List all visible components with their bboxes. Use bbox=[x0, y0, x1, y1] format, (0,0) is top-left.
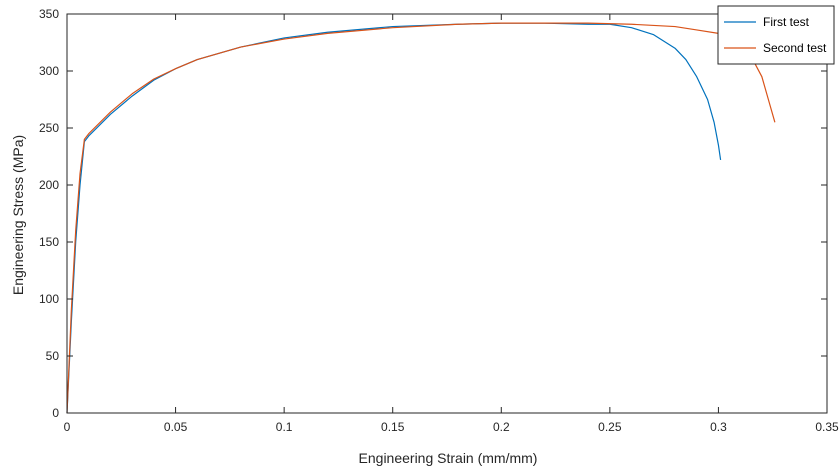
series-line-1 bbox=[66, 22, 722, 414]
x-tick-label: 0.25 bbox=[598, 420, 622, 434]
legend-box bbox=[717, 5, 835, 65]
x-tick-label: 0.35 bbox=[815, 420, 839, 434]
y-tick-label: 250 bbox=[39, 121, 59, 135]
x-tick-label: 0.05 bbox=[164, 420, 188, 434]
legend: First test Second test bbox=[717, 5, 835, 65]
y-tick-label: 50 bbox=[46, 349, 60, 363]
y-tick-label: 200 bbox=[39, 178, 59, 192]
x-tick-label: 0.2 bbox=[493, 420, 510, 434]
plot-background bbox=[67, 14, 827, 413]
y-tick-label: 0 bbox=[52, 406, 59, 420]
x-tick-label: 0 bbox=[64, 420, 71, 434]
y-tick-label: 150 bbox=[39, 235, 59, 249]
plot-area bbox=[67, 14, 827, 413]
axes: 0 0.05 0.1 0.15 0.2 0.25 0.3 0.35 0 50 100 150 200 25… bbox=[39, 7, 839, 434]
y-tick-label: 350 bbox=[39, 7, 59, 21]
legend-label: Second test bbox=[763, 41, 827, 55]
x-tick-label: 0.15 bbox=[381, 420, 405, 434]
x-axis-label: Engineering Strain (mm/mm) bbox=[359, 450, 538, 466]
legend-label: First test bbox=[763, 15, 810, 29]
y-tick-label: 100 bbox=[39, 292, 59, 306]
y-axis-label: Engineering Stress (MPa) bbox=[10, 135, 26, 295]
x-tick-label: 0.3 bbox=[710, 420, 727, 434]
x-tick-label: 0.1 bbox=[276, 420, 293, 434]
axes-box bbox=[66, 13, 828, 414]
y-tick-label: 300 bbox=[39, 64, 59, 78]
